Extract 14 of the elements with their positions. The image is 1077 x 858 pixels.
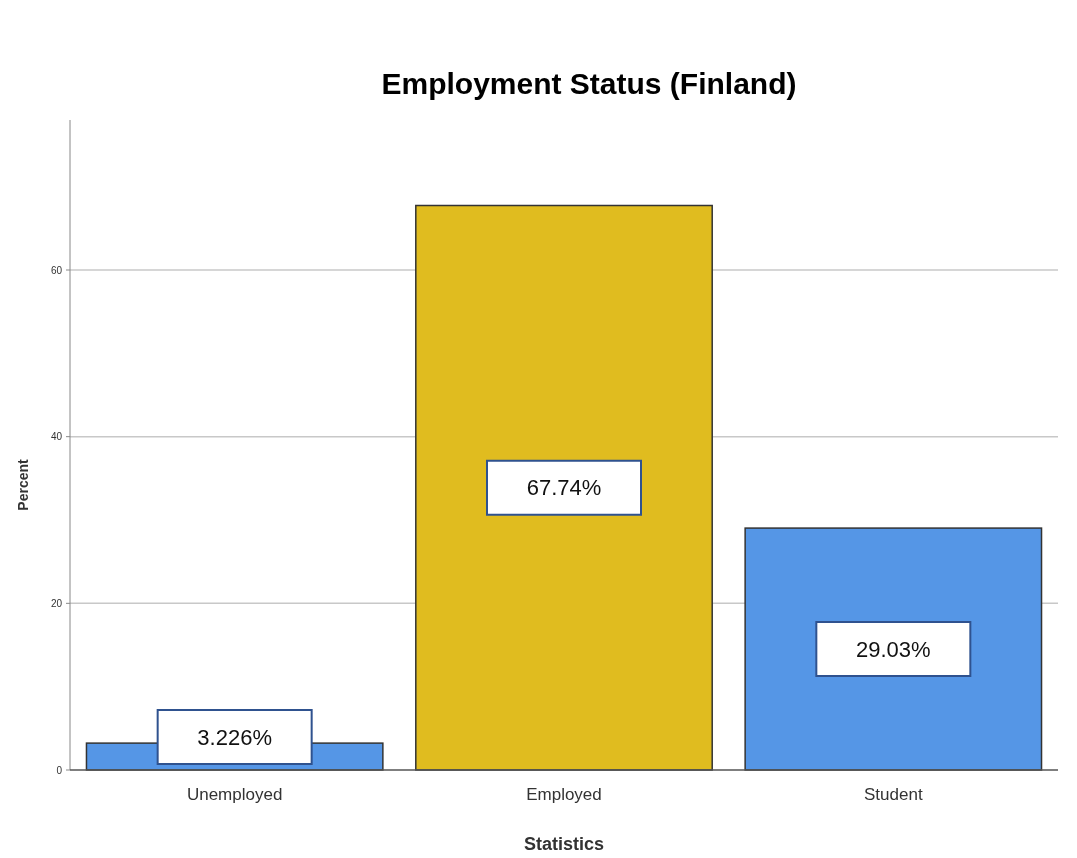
x-tick-label: Employed (526, 785, 602, 804)
bar (415, 204, 713, 771)
data-label: 29.03% (856, 636, 931, 662)
data-label: 67.74% (526, 475, 602, 501)
x-tick-label: Student (864, 785, 923, 804)
y-tick-label: 40 (50, 431, 63, 443)
y-tick-label: 0 (56, 764, 63, 776)
chart-title: Employment Status (Finland) (381, 67, 797, 100)
x-axis-title: Statistics (523, 834, 605, 854)
x-tick-label: Unemployed (186, 785, 283, 804)
y-tick-label: 60 (50, 264, 63, 276)
y-axis-title: Percent (15, 458, 31, 511)
data-label: 3.226% (197, 724, 272, 750)
y-tick-label: 20 (50, 597, 63, 609)
